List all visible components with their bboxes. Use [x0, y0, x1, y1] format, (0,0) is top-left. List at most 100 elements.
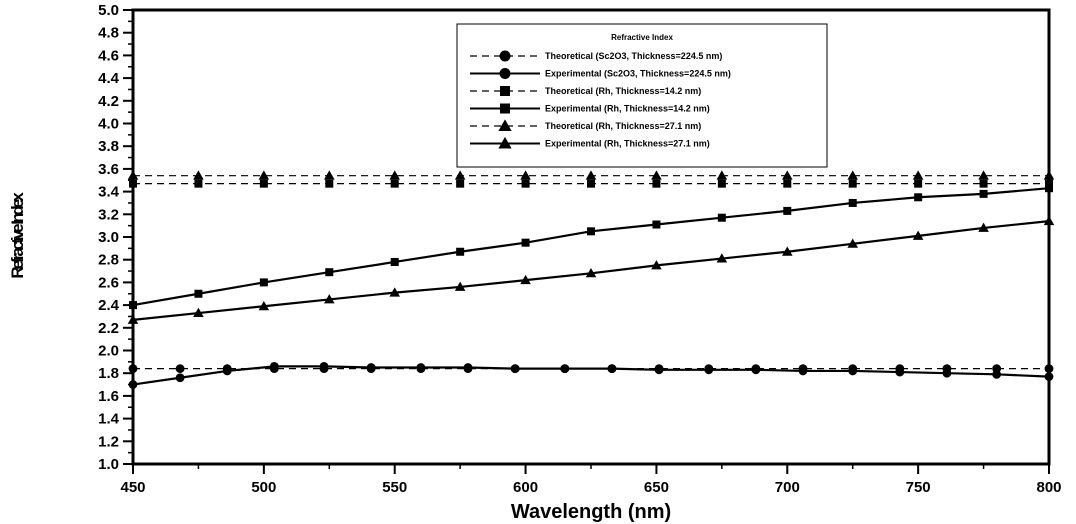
- y-tick-label: 3.6: [98, 161, 119, 178]
- data-point: [783, 179, 792, 188]
- legend-marker: [500, 103, 510, 114]
- data-point: [454, 281, 466, 291]
- data-point: [992, 369, 1002, 379]
- legend-label: Experimental (Rh, Thickness=27.1 nm): [545, 139, 710, 149]
- legend-item: Theoretical (Rh, Thickness=27.1 nm): [470, 119, 701, 131]
- legend-item: Experimental (Rh, Thickness=27.1 nm): [470, 136, 710, 149]
- data-point: [324, 170, 335, 180]
- x-tick-label: 500: [251, 479, 276, 496]
- data-point: [390, 257, 399, 266]
- data-point: [389, 170, 400, 180]
- y-axis-title: Refractive Index: [8, 192, 27, 279]
- y-tick-label: 4.4: [98, 70, 120, 87]
- data-point: [798, 366, 808, 376]
- y-tick-label: 3.0: [98, 229, 119, 246]
- data-point: [782, 170, 793, 180]
- data-point: [194, 179, 203, 188]
- y-tick-label: 1.6: [98, 388, 119, 405]
- legend-items: Theoretical (Sc2O3, Thickness=224.5 nm) E…: [470, 50, 731, 149]
- data-point: [978, 170, 989, 180]
- data-point: [366, 363, 376, 372]
- data-point: [259, 179, 268, 188]
- legend-label: Theoretical (Sc2O3, Thickness=224.5 nm): [545, 51, 722, 61]
- data-point: [194, 289, 203, 298]
- data-point: [979, 179, 988, 188]
- data-point: [456, 179, 465, 188]
- data-point: [587, 227, 595, 236]
- data-point: [520, 274, 531, 285]
- y-tick-label: 3.4: [98, 184, 120, 201]
- x-tick-label: 550: [382, 479, 407, 496]
- data-point: [912, 230, 924, 240]
- legend: Refractive Index Theoretical (Sc2O3, Thi…: [456, 23, 828, 168]
- y-tick-label: 1.0: [98, 456, 119, 473]
- data-point: [389, 287, 400, 297]
- y-tick-label: 4.0: [98, 116, 119, 133]
- data-point: [454, 170, 466, 180]
- data-point: [716, 170, 728, 180]
- axis-ticks: 1.0 1.2 1.4 1.6 1.8 2.0 2.2 2.4 2.6 2.8 3.0 3.2 3.4 3…: [98, 2, 1061, 496]
- legend-item: Experimental (Rh, Thickness=14.2 nm): [470, 103, 710, 114]
- data-point: [783, 206, 792, 215]
- data-point: [520, 170, 531, 180]
- data-point: [175, 364, 185, 374]
- data-point: [704, 365, 714, 375]
- legend-title: Refractive Index: [611, 33, 673, 42]
- data-point: [510, 364, 520, 374]
- data-point: [587, 179, 595, 188]
- data-point: [193, 170, 204, 180]
- y-tick-label: 5.0: [98, 2, 119, 19]
- data-point: [319, 361, 329, 371]
- data-point: [848, 366, 858, 376]
- data-point: [942, 368, 952, 378]
- legend-label: Experimental (Rh, Thickness=14.2 nm): [545, 104, 710, 114]
- legend-label: Theoretical (Rh, Thickness=14.2 nm): [545, 86, 701, 96]
- data-point: [847, 170, 858, 180]
- data-point: [258, 170, 270, 180]
- series-line: [132, 365, 1050, 386]
- data-point: [914, 179, 923, 188]
- y-tick-label: 2.6: [98, 274, 119, 291]
- data-point: [456, 247, 465, 256]
- y-tick-label: 1.8: [98, 365, 119, 382]
- data-point: [895, 367, 905, 377]
- data-point: [521, 179, 530, 188]
- data-point: [324, 294, 335, 304]
- y-tick-label: 2.4: [98, 297, 120, 314]
- legend-marker: [498, 119, 512, 131]
- legend-marker: [498, 136, 512, 149]
- data-point: [521, 238, 530, 247]
- y-tick-label: 1.4: [98, 411, 120, 428]
- series-6: [127, 215, 1055, 324]
- series-3: [129, 179, 1053, 188]
- plot-frame: [131, 8, 1051, 466]
- x-tick-label: 650: [644, 479, 669, 496]
- data-point: [782, 246, 793, 256]
- x-axis-title: Wavelength (nm): [511, 501, 671, 523]
- data-point: [222, 366, 232, 376]
- data-point: [175, 373, 185, 383]
- y-tick-label: 4.6: [98, 47, 119, 64]
- data-point: [914, 193, 923, 202]
- x-tick-label: 450: [120, 479, 145, 496]
- data-point: [193, 307, 204, 318]
- legend-marker: [499, 50, 511, 62]
- data-point: [654, 365, 664, 375]
- data-series: [127, 170, 1055, 389]
- legend-label: Experimental (Sc2O3, Thickness=224.5 nm): [545, 69, 731, 79]
- data-point: [716, 253, 728, 263]
- data-point: [269, 361, 279, 371]
- legend-item: Theoretical (Rh, Thickness=14.2 nm): [470, 86, 701, 96]
- data-point: [325, 268, 334, 277]
- data-point: [652, 220, 661, 229]
- y-tick-label: 1.2: [98, 433, 119, 450]
- y-tick-label: 3.8: [98, 138, 119, 155]
- y-tick-label: 3.2: [98, 206, 119, 223]
- data-point: [560, 364, 570, 374]
- x-tick-label: 750: [906, 479, 931, 496]
- y-tick-label: 2.8: [98, 252, 119, 269]
- y-tick-label: 4.8: [98, 25, 119, 42]
- data-point: [258, 300, 270, 311]
- series-2: [128, 361, 1054, 389]
